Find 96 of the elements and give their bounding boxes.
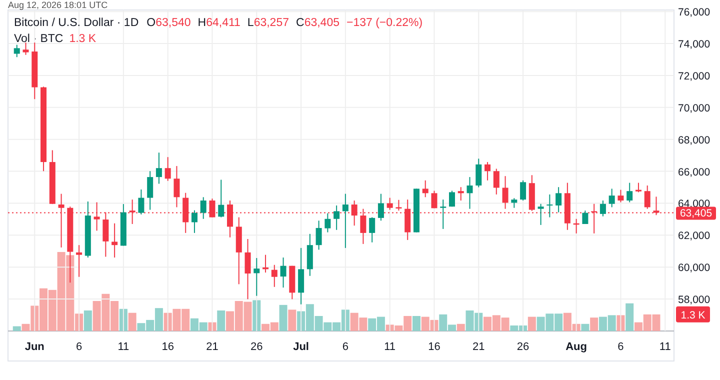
y-tick-label: 58,000	[678, 294, 710, 306]
x-tick-label: 6	[618, 341, 624, 353]
x-tick-label: 26	[250, 341, 263, 353]
candlestick	[493, 168, 500, 195]
x-tick-label: 6	[342, 341, 349, 353]
candlestick	[635, 182, 642, 193]
candlestick	[449, 190, 455, 208]
candlestick	[626, 182, 633, 203]
x-tick-label: 26	[516, 341, 530, 353]
x-tick-label: Jul	[293, 341, 309, 353]
candlestick	[298, 247, 304, 305]
y-tick-label: 66,000	[678, 166, 710, 178]
bar	[279, 304, 288, 331]
y-tick-label: 72,000	[678, 70, 710, 82]
y-tick-label: 60,000	[678, 262, 710, 274]
bar	[412, 316, 420, 331]
candlestick	[342, 193, 348, 248]
x-tick-label: 16	[428, 341, 440, 353]
candlestick	[378, 193, 384, 222]
candlestick	[271, 264, 278, 288]
ref-line-label: 63,405	[680, 208, 712, 220]
candlestick	[324, 212, 331, 233]
bar	[217, 310, 226, 331]
candlestick	[458, 186, 464, 202]
candlestick	[218, 179, 224, 218]
candlestick	[147, 170, 154, 210]
bar	[626, 303, 634, 331]
candlestick	[546, 194, 553, 218]
candlestick	[582, 210, 588, 224]
candlestick	[422, 180, 428, 198]
candlestick	[351, 200, 358, 226]
candlestick	[502, 176, 508, 210]
annotation: O63,540	[146, 17, 191, 29]
y-tick-label: 64,000	[678, 198, 710, 210]
x-tick-label: 11	[659, 341, 671, 353]
chart-title: Vol · BTC	[14, 33, 64, 45]
chart-subtitle: Aug 12, 2026 18:01 UTC	[8, 0, 108, 10]
candlestick	[396, 199, 402, 212]
y-tick-label: 74,000	[678, 38, 710, 51]
candlestick	[618, 189, 624, 203]
bar	[288, 310, 296, 331]
candlestick	[164, 156, 171, 182]
candlestick	[200, 196, 206, 220]
text: Bitcoin / U.S. Dollar · 1D	[14, 17, 139, 29]
candlestick	[538, 203, 544, 226]
candlestick	[644, 185, 650, 210]
candlestick	[254, 258, 260, 296]
candlestick	[22, 42, 29, 56]
bar	[128, 312, 136, 331]
candlestick	[440, 199, 446, 230]
candlestick	[466, 176, 473, 210]
candlestick	[316, 220, 322, 250]
candlestick	[369, 216, 376, 243]
candlestick	[520, 180, 526, 202]
candlestick	[174, 166, 180, 208]
candlestick	[431, 190, 438, 209]
x-tick-label: Jun	[24, 341, 45, 353]
candlestick	[476, 158, 482, 188]
text: 1.3 K	[69, 33, 96, 45]
bar	[528, 316, 536, 331]
candlestick	[511, 198, 518, 208]
candlestick	[608, 188, 615, 208]
candlestick	[600, 200, 606, 217]
y-tick-label: 70,000	[678, 102, 710, 114]
candlestick	[484, 162, 491, 181]
bar	[12, 326, 21, 331]
candlestick	[191, 210, 198, 234]
x-tick-label: 16	[162, 341, 174, 353]
annotation: L63,257	[247, 17, 289, 29]
x-tick-label: 11	[118, 341, 130, 353]
y-tick-label: 76,000	[678, 6, 710, 19]
candlestick	[156, 152, 162, 184]
annotation: −137 (−0.22%)	[346, 17, 423, 29]
candlestick	[244, 238, 251, 300]
x-tick-label: 11	[384, 341, 396, 353]
candlestick	[76, 244, 82, 278]
candlestick	[556, 186, 562, 213]
x-tick-label: 21	[472, 341, 485, 353]
x-tick-label: Aug	[566, 341, 588, 353]
candlestick	[386, 197, 393, 210]
bar	[581, 324, 590, 331]
candlestick	[14, 44, 20, 58]
x-tick-label: 6	[76, 341, 82, 353]
y-tick-label: 68,000	[678, 134, 710, 146]
y-tick-label: 62,000	[678, 230, 710, 242]
x-tick-label: 21	[206, 341, 218, 353]
candlestick	[280, 257, 286, 288]
bar	[456, 324, 465, 331]
bar	[84, 310, 92, 331]
text: 1.3 K	[680, 309, 706, 322]
candlestick	[138, 189, 144, 215]
candlestick	[112, 222, 118, 258]
candlestick	[334, 204, 340, 230]
annotation: H64,411	[198, 17, 240, 29]
bar	[590, 318, 598, 331]
annotation: C63,405	[296, 17, 340, 29]
